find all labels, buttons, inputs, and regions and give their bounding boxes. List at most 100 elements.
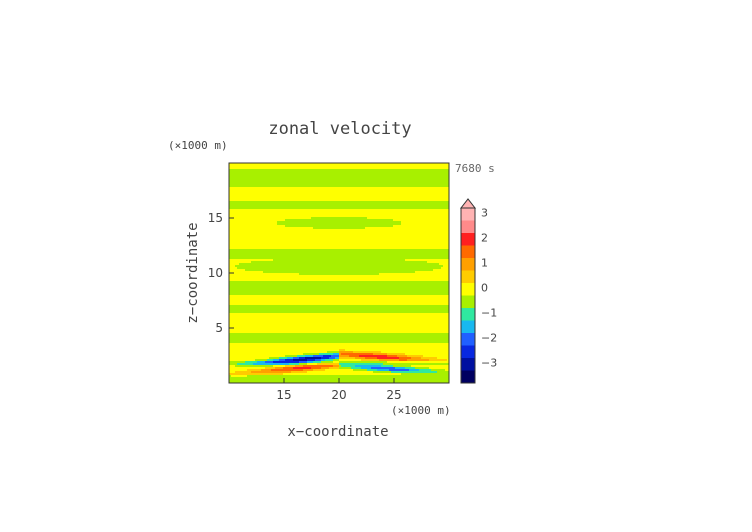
heatmap-cell — [251, 181, 254, 184]
heatmap-cell — [309, 317, 312, 320]
heatmap-cell — [273, 223, 276, 226]
heatmap-cell — [245, 301, 248, 304]
heatmap-cell — [231, 211, 234, 214]
heatmap-cell — [233, 317, 236, 320]
heatmap-cell — [255, 315, 258, 318]
heatmap-cell — [303, 373, 306, 376]
heatmap-cell — [307, 327, 310, 330]
heatmap-cell — [311, 185, 314, 188]
heatmap-cell — [299, 291, 302, 294]
heatmap-cell — [263, 289, 266, 292]
heatmap-cell — [287, 203, 290, 206]
heatmap-cell — [235, 183, 238, 186]
heatmap-cell — [259, 189, 262, 192]
heatmap-cell — [265, 337, 268, 340]
heatmap-cell — [311, 231, 314, 234]
heatmap-cell — [295, 375, 298, 378]
heatmap-cell — [267, 297, 270, 300]
heatmap-cell — [287, 249, 290, 252]
heatmap-cell — [257, 231, 260, 234]
heatmap-cell — [303, 377, 306, 380]
heatmap-cell — [251, 261, 254, 264]
heatmap-cell — [243, 363, 246, 366]
heatmap-cell — [241, 345, 244, 348]
heatmap-cell — [303, 221, 306, 224]
heatmap-cell — [251, 277, 254, 280]
heatmap-cell — [301, 353, 304, 356]
heatmap-cell — [249, 365, 252, 368]
heatmap-cell — [233, 301, 236, 304]
heatmap-cell — [275, 319, 278, 322]
heatmap-cell — [305, 249, 308, 252]
heatmap-cell — [241, 325, 244, 328]
heatmap-cell — [253, 301, 256, 304]
heatmap-cell — [267, 167, 270, 170]
heatmap-cell — [265, 377, 268, 380]
heatmap-cell — [269, 207, 272, 210]
heatmap-cell — [231, 305, 234, 308]
heatmap-cell — [297, 199, 300, 202]
heatmap-cell — [303, 375, 306, 378]
heatmap-cell — [279, 325, 282, 328]
heatmap-cell — [269, 185, 272, 188]
heatmap-cell — [237, 275, 240, 278]
heatmap-cell — [253, 207, 256, 210]
heatmap-cell — [263, 333, 266, 336]
heatmap-cell — [303, 351, 306, 354]
heatmap-cell — [251, 265, 254, 268]
heatmap-cell — [231, 371, 234, 374]
heatmap-cell — [231, 379, 234, 382]
heatmap-cell — [261, 173, 264, 176]
heatmap-cell — [261, 375, 264, 378]
heatmap-cell — [305, 259, 308, 262]
heatmap-cell — [319, 219, 322, 222]
heatmap-cell — [237, 379, 240, 382]
heatmap-cell — [249, 377, 252, 380]
heatmap-cell — [253, 191, 256, 194]
heatmap-cell — [243, 231, 246, 234]
heatmap-cell — [247, 377, 250, 380]
heatmap-cell — [265, 183, 268, 186]
heatmap-cell — [317, 353, 320, 356]
heatmap-cell — [251, 377, 254, 380]
heatmap-cell — [233, 207, 236, 210]
heatmap-cell — [259, 291, 262, 294]
heatmap-cell — [253, 259, 256, 262]
heatmap-cell — [299, 231, 302, 234]
heatmap-cell — [245, 277, 248, 280]
heatmap-cell — [289, 275, 292, 278]
heatmap-cell — [253, 347, 256, 350]
heatmap-cell — [299, 215, 302, 218]
heatmap-cell — [239, 327, 242, 330]
heatmap-cell — [301, 177, 304, 180]
heatmap-cell — [253, 323, 256, 326]
heatmap-cell — [275, 359, 278, 362]
heatmap-cell — [289, 309, 292, 312]
heatmap-cell — [301, 315, 304, 318]
heatmap-cell — [307, 287, 310, 290]
heatmap-cell — [307, 223, 310, 226]
heatmap-cell — [281, 257, 284, 260]
heatmap-cell — [293, 321, 296, 324]
heatmap-cell — [275, 201, 278, 204]
heatmap-cell — [237, 381, 240, 384]
heatmap-cell — [295, 203, 298, 206]
heatmap-cell — [311, 241, 314, 244]
heatmap-cell — [313, 305, 316, 308]
heatmap-cell — [303, 355, 306, 358]
heatmap-cell — [237, 367, 240, 370]
heatmap-cell — [315, 299, 318, 302]
heatmap-cell — [289, 377, 292, 380]
heatmap-cell — [279, 233, 282, 236]
heatmap-cell — [249, 167, 252, 170]
heatmap-cell — [303, 317, 306, 320]
heatmap-cell — [257, 291, 260, 294]
heatmap-cell — [269, 253, 272, 256]
heatmap-cell — [289, 217, 292, 220]
heatmap-cell — [287, 279, 290, 282]
heatmap-cell — [255, 227, 258, 230]
heatmap-cell — [285, 221, 288, 224]
heatmap-cell — [265, 283, 268, 286]
heatmap-cell — [297, 375, 300, 378]
heatmap-cell — [273, 237, 276, 240]
